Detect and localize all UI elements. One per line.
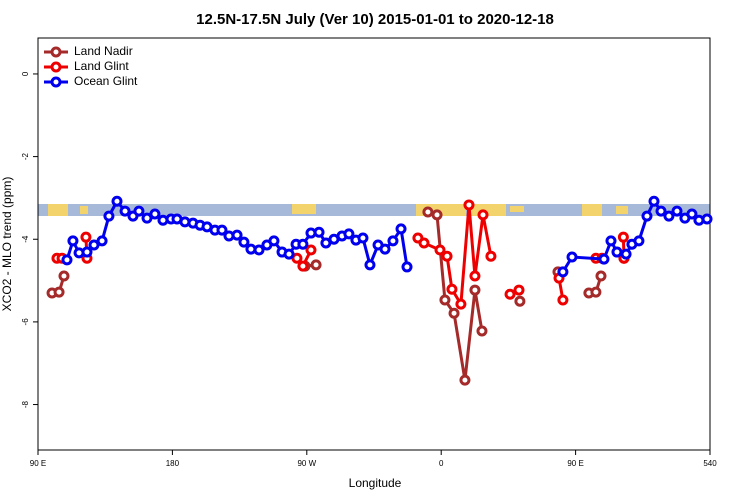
data-point (611, 246, 623, 258)
data-point (357, 232, 369, 244)
legend-marker (50, 61, 62, 73)
data-point (605, 235, 617, 247)
data-point (557, 294, 569, 306)
data-point (514, 295, 526, 307)
data-point (53, 286, 65, 298)
data-point (149, 208, 161, 220)
data-point (598, 253, 610, 265)
data-point (80, 231, 92, 243)
data-point (305, 244, 317, 256)
data-point (111, 195, 123, 207)
data-point (67, 235, 79, 247)
data-point (446, 283, 458, 295)
x-tick-label: 540 (703, 459, 717, 468)
data-point (297, 260, 309, 272)
data-point (88, 239, 100, 251)
data-point (641, 210, 653, 222)
data-point (320, 237, 332, 249)
plot-frame (37, 37, 711, 451)
data-point (379, 243, 391, 255)
y-tick-label: -8 (21, 400, 30, 408)
data-point (469, 270, 481, 282)
data-point (401, 261, 413, 273)
data-point (566, 251, 578, 263)
data-point (439, 294, 451, 306)
x-tick-label: 90 E (567, 459, 583, 468)
data-point (141, 212, 153, 224)
data-point (477, 209, 489, 221)
data-point (133, 205, 145, 217)
data-point (231, 229, 243, 241)
data-point (283, 248, 295, 260)
data-point (58, 270, 70, 282)
data-point (253, 244, 265, 256)
data-point (343, 228, 355, 240)
data-point (313, 226, 325, 238)
x-tick-label: 0 (439, 459, 444, 468)
legend-marker (50, 46, 62, 58)
data-point (590, 286, 602, 298)
data-point (633, 235, 645, 247)
data-point (701, 213, 713, 225)
data-point (459, 374, 471, 386)
data-point (364, 259, 376, 271)
legend-label: Ocean Glint (74, 74, 138, 88)
data-point (291, 252, 303, 264)
data-point (504, 288, 516, 300)
data-point (648, 195, 660, 207)
data-point (441, 250, 453, 262)
data-point (617, 231, 629, 243)
data-point (476, 325, 488, 337)
y-tick-label: -4 (21, 235, 30, 243)
data-point (431, 209, 443, 221)
data-point (96, 235, 108, 247)
data-point (387, 235, 399, 247)
x-axis-label: Longitude (349, 476, 402, 490)
legend-label: Land Glint (74, 59, 129, 73)
data-point (395, 223, 407, 235)
data-point (663, 210, 675, 222)
x-tick-label: 180 (166, 459, 180, 468)
y-tick-label: -6 (21, 318, 30, 326)
data-point (686, 208, 698, 220)
data-point (81, 246, 93, 258)
data-point (103, 210, 115, 222)
data-point (297, 238, 309, 250)
data-point (434, 244, 446, 256)
legend-label: Land Nadir (74, 44, 133, 58)
data-point (119, 205, 131, 217)
legend-marker (50, 76, 62, 88)
data-point (268, 235, 280, 247)
x-tick-label: 90 W (297, 459, 316, 468)
data-point (448, 307, 460, 319)
x-tick-label: 90 E (30, 459, 46, 468)
data-point (463, 199, 475, 211)
data-point (655, 205, 667, 217)
data-point (671, 205, 683, 217)
data-point (418, 237, 430, 249)
data-point (620, 248, 632, 260)
series-line (416, 204, 493, 309)
data-point (216, 224, 228, 236)
data-point (238, 236, 250, 248)
y-tick-label: -2 (21, 152, 30, 160)
data-point (595, 270, 607, 282)
data-point (310, 259, 322, 271)
data-point (513, 284, 525, 296)
data-point (557, 266, 569, 278)
y-axis-label: XCO2 - MLO trend (ppm) (0, 177, 14, 312)
y-tick-label: 0 (21, 71, 30, 76)
data-point (485, 250, 497, 262)
data-point (455, 298, 467, 310)
chart-title: 12.5N-17.5N July (Ver 10) 2015-01-01 to … (196, 11, 554, 28)
data-point (422, 206, 434, 218)
data-point (61, 254, 73, 266)
data-point (469, 284, 481, 296)
